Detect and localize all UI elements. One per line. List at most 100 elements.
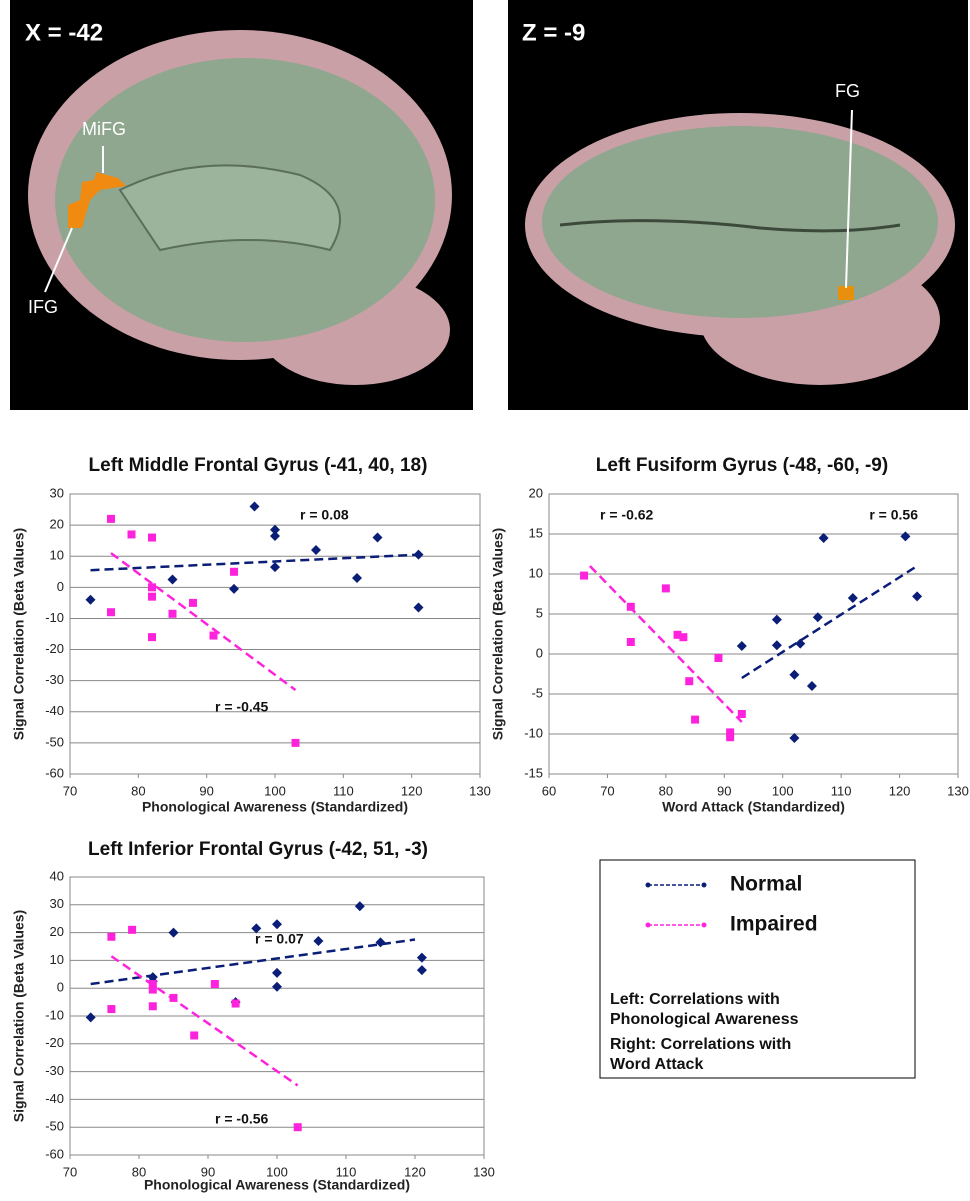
y-tick-label: -30 [45,672,64,687]
region-label: MiFG [82,119,126,139]
x-tick-label: 90 [199,783,213,798]
x-tick-label: 130 [947,783,969,798]
data-point [107,608,115,617]
data-point [168,609,177,618]
data-point [375,937,386,948]
y-tick-label: 5 [536,605,543,620]
trend-line [589,565,743,723]
data-point [626,602,635,611]
correlation-label: r = 0.56 [869,507,918,523]
chart-title: Left Inferior Frontal Gyrus (-42, 51, -3… [88,839,428,860]
data-point [789,669,800,680]
data-point [416,952,427,963]
data-point [737,710,746,718]
arrow [845,109,853,289]
y-tick-label: -15 [524,765,543,780]
data-point [847,593,858,603]
data-point [771,640,782,651]
data-point [912,591,923,602]
y-axis-label: Signal Correlation (Beta Values) [11,528,27,740]
data-point [352,573,362,583]
y-tick-label: -30 [45,1063,64,1078]
trend-line [90,553,419,572]
brain-tissue [542,126,938,318]
legend-label: Normal [730,873,802,896]
y-tick-label: 10 [50,548,64,563]
y-tick-label: -60 [45,765,64,780]
data-point [726,733,735,742]
data-point [85,1012,96,1023]
data-point [148,980,157,989]
correlation-label: r = -0.62 [600,507,654,523]
data-point [900,531,911,542]
trend-line [90,938,416,986]
data-point [413,549,424,560]
legend-note-line: Right: Correlations with [610,1036,791,1053]
legend-marker [701,882,707,888]
x-tick-label: 120 [889,783,911,798]
y-tick-label: -10 [524,725,543,740]
correlation-label: r = 0.07 [255,931,304,947]
y-tick-label: 15 [529,525,543,540]
data-point [354,901,365,912]
data-point [168,927,179,938]
data-point [148,583,156,592]
data-point [626,638,635,646]
correlation-label: r = 0.08 [300,507,349,523]
correlation-label: r = -0.56 [215,1111,269,1127]
legend-note-line: Word Attack [610,1056,703,1073]
y-tick-label: -50 [45,734,64,749]
x-tick-label: 60 [542,783,556,798]
arrow [44,227,73,293]
data-point [189,598,197,607]
data-point [107,932,116,941]
x-tick-label: 130 [473,1164,495,1179]
region-label: IFG [28,297,58,317]
correlation-label: r = -0.45 [215,699,269,715]
data-point [147,972,158,983]
data-point [661,584,670,593]
data-point [128,925,137,934]
x-tick-label: 120 [401,783,423,798]
activation-mifg-ifg [68,172,126,228]
data-point [209,631,218,640]
legend-box [599,859,916,1079]
y-tick-label: 30 [50,485,64,500]
x-tick-label: 130 [469,783,491,798]
y-tick-label: 10 [529,565,543,580]
data-point [272,967,282,978]
data-point [107,1005,116,1014]
data-point [771,614,782,625]
y-tick-label: 0 [57,980,64,995]
panel-label: X = -42 [25,19,103,46]
data-point [806,681,817,691]
x-tick-label: 70 [63,783,77,798]
y-tick-label: 20 [529,485,543,500]
x-tick-label: 120 [404,1164,426,1179]
data-point [691,715,700,724]
activation-fg [838,286,854,300]
data-point [818,533,829,543]
data-point [272,981,282,992]
x-tick-label: 100 [266,1164,288,1179]
data-point [413,602,424,613]
x-tick-label: 90 [717,783,731,798]
y-tick-label: -60 [45,1146,64,1161]
y-axis-label: Signal Correlation (Beta Values) [11,910,27,1122]
data-point [148,633,156,642]
y-tick-label: 30 [50,896,64,911]
legend-marker [645,882,651,888]
data-point [311,545,321,555]
data-point [272,919,282,930]
data-point [169,993,178,1002]
brain-panel-sagittal: X = -42 MiFG IFG [10,0,473,410]
x-tick-label: 90 [201,1164,215,1179]
data-point [685,677,694,686]
trend-line [110,955,299,1087]
y-tick-label: 40 [50,868,64,883]
x-axis-label: Phonological Awareness (Standardized) [142,799,408,815]
data-point [270,562,280,573]
legend-label: Impaired [730,913,818,936]
region-label: FG [835,81,860,101]
